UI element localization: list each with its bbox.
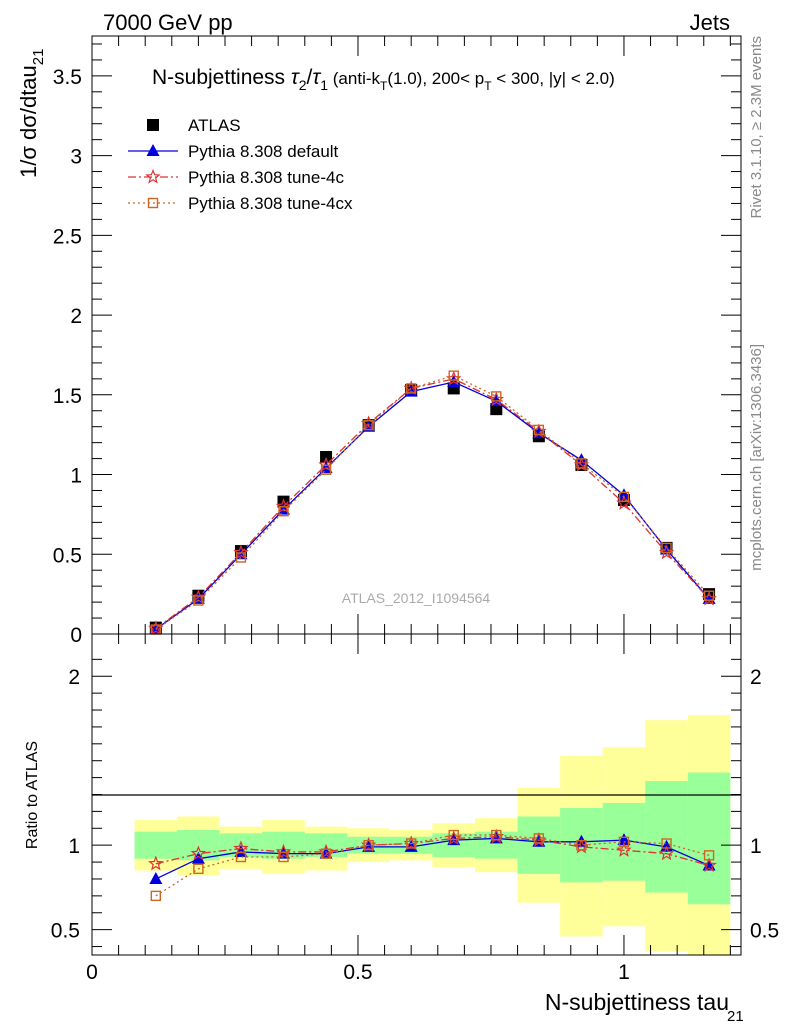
legend-label: ATLAS [188,116,241,135]
ratio-point [703,850,715,861]
header-energy-label: 7000 GeV pp [103,10,233,35]
ratio-line [155,836,710,867]
ratio-series-group [148,828,717,902]
data-point [320,464,332,475]
ratio-point [235,851,247,863]
data-point [660,542,674,555]
ratio-point [149,871,163,884]
data-point [618,491,630,503]
data-point [533,424,545,436]
x-tick-label: 0.5 [343,961,372,984]
data-point [617,488,631,501]
ratio-plot: 0.5 0.5 1 1 2 2 0 0.5 1 Ratio to ATLAS N-subjett… [24,633,779,1024]
main-plot: 0 0.5 1 1.5 2 2.5 3 3.5 N-subjettiness τ2/τ1 (a… [16,35,742,647]
y-tick-label: 3.5 [53,66,82,89]
legend-marker [146,144,160,156]
ratio-point [320,848,332,859]
ratio-y-tick-label-right: 2 [750,666,762,689]
legend-marker [147,197,159,209]
data-point [278,506,289,517]
ratio-uncertainty-bands [134,715,731,955]
data-point [576,458,587,469]
data-point [235,552,247,563]
ratio-point [405,838,417,849]
x-axis-label: N-subjettiness tau [545,989,729,1015]
data-point [193,595,204,606]
legend-entry: Pythia 8.308 tune-4cx [128,194,353,213]
y-tick-label: 3 [70,146,82,169]
data-point [275,498,292,514]
ratio-point [533,833,545,844]
header-category-label: Jets [690,10,730,35]
ratio-y-tick-label: 0.5 [51,920,80,943]
main-axis-ticks: 0 0.5 1 1.5 2 2.5 3 3.5 [53,36,741,647]
legend-entry: Pythia 8.308 default [128,142,339,161]
legend-label: Pythia 8.308 tune-4c [188,168,344,187]
ratio-y-axis-label: Ratio to ATLAS [24,741,41,849]
y-tick-label: 0.5 [53,544,82,567]
y-tick-label: 1 [70,465,82,488]
ratio-point [363,839,374,851]
main-title: N-subjettiness τ2/τ1 (anti-kT(1.0), 200<… [152,66,615,93]
ratio-point [616,842,632,857]
y-tick-label: 2 [70,305,82,328]
ratio-point [233,840,249,856]
legend-entry: ATLAS [147,116,241,135]
ratio-point [576,839,587,851]
data-point [233,544,249,560]
green-band-bin [687,772,731,905]
ratio-y-tick-label-right: 1 [750,835,762,858]
data-point [363,419,374,431]
ratio-point [618,836,630,848]
ratio-point [701,857,717,873]
ratio-y-tick-label-right: 0.5 [750,920,779,943]
legend-marker [147,119,159,131]
ratio-point [191,851,205,864]
ratio-axis-ticks: 0.5 0.5 1 1 2 2 0 0.5 1 [51,634,779,984]
ratio-point [661,838,672,849]
y-tick-label: 0 [70,624,82,647]
green-band-bin [134,831,178,859]
ratio-point [278,851,289,863]
data-point [318,456,334,472]
ratio-point [491,829,502,841]
main-series-group [148,370,717,636]
y-tick-label: 2.5 [53,225,82,248]
data-point [661,542,672,554]
x-axis-label-subscript: 21 [727,1008,744,1024]
main-y-axis-label: 1/σ dσ/dtau21 [16,49,47,178]
green-band-bin [645,780,688,893]
ratio-y-tick-label: 2 [68,666,80,689]
ratio-line [155,834,710,897]
ratio-point [658,845,675,861]
data-point [491,391,502,402]
data-point [448,370,459,381]
mcplots-source-label: mcplots.cern.ch [arXiv:1306.3436] [748,344,765,571]
data-point [703,590,715,601]
y-tick-label: 1.5 [53,385,82,408]
ratio-point [448,829,459,841]
x-tick-label: 0 [86,961,98,984]
series-line [155,378,710,629]
legend-label: Pythia 8.308 default [188,142,339,161]
legend-marker [145,168,161,184]
analysis-watermark: ATLAS_2012_I1094564 [342,590,491,606]
ratio-series-2 [150,829,715,902]
legend-label: Pythia 8.308 tune-4cx [188,194,353,213]
rivet-version-label: Rivet 3.1.10, ≥ 2.3M events [748,36,765,219]
ratio-line [155,837,710,880]
ratio-point [150,890,162,902]
ratio-point [190,845,207,861]
legend: ATLAS Pythia 8.308 default Pythia 8.308 tu… [128,116,353,213]
ratio-point [148,855,164,871]
series-line [155,381,710,630]
x-tick-label: 1 [618,961,630,984]
legend-entry: Pythia 8.308 tune-4c [128,168,344,187]
ratio-point [193,863,204,875]
data-point [405,383,417,394]
ratio-point [275,843,292,859]
ratio-y-tick-label: 1 [68,835,80,858]
